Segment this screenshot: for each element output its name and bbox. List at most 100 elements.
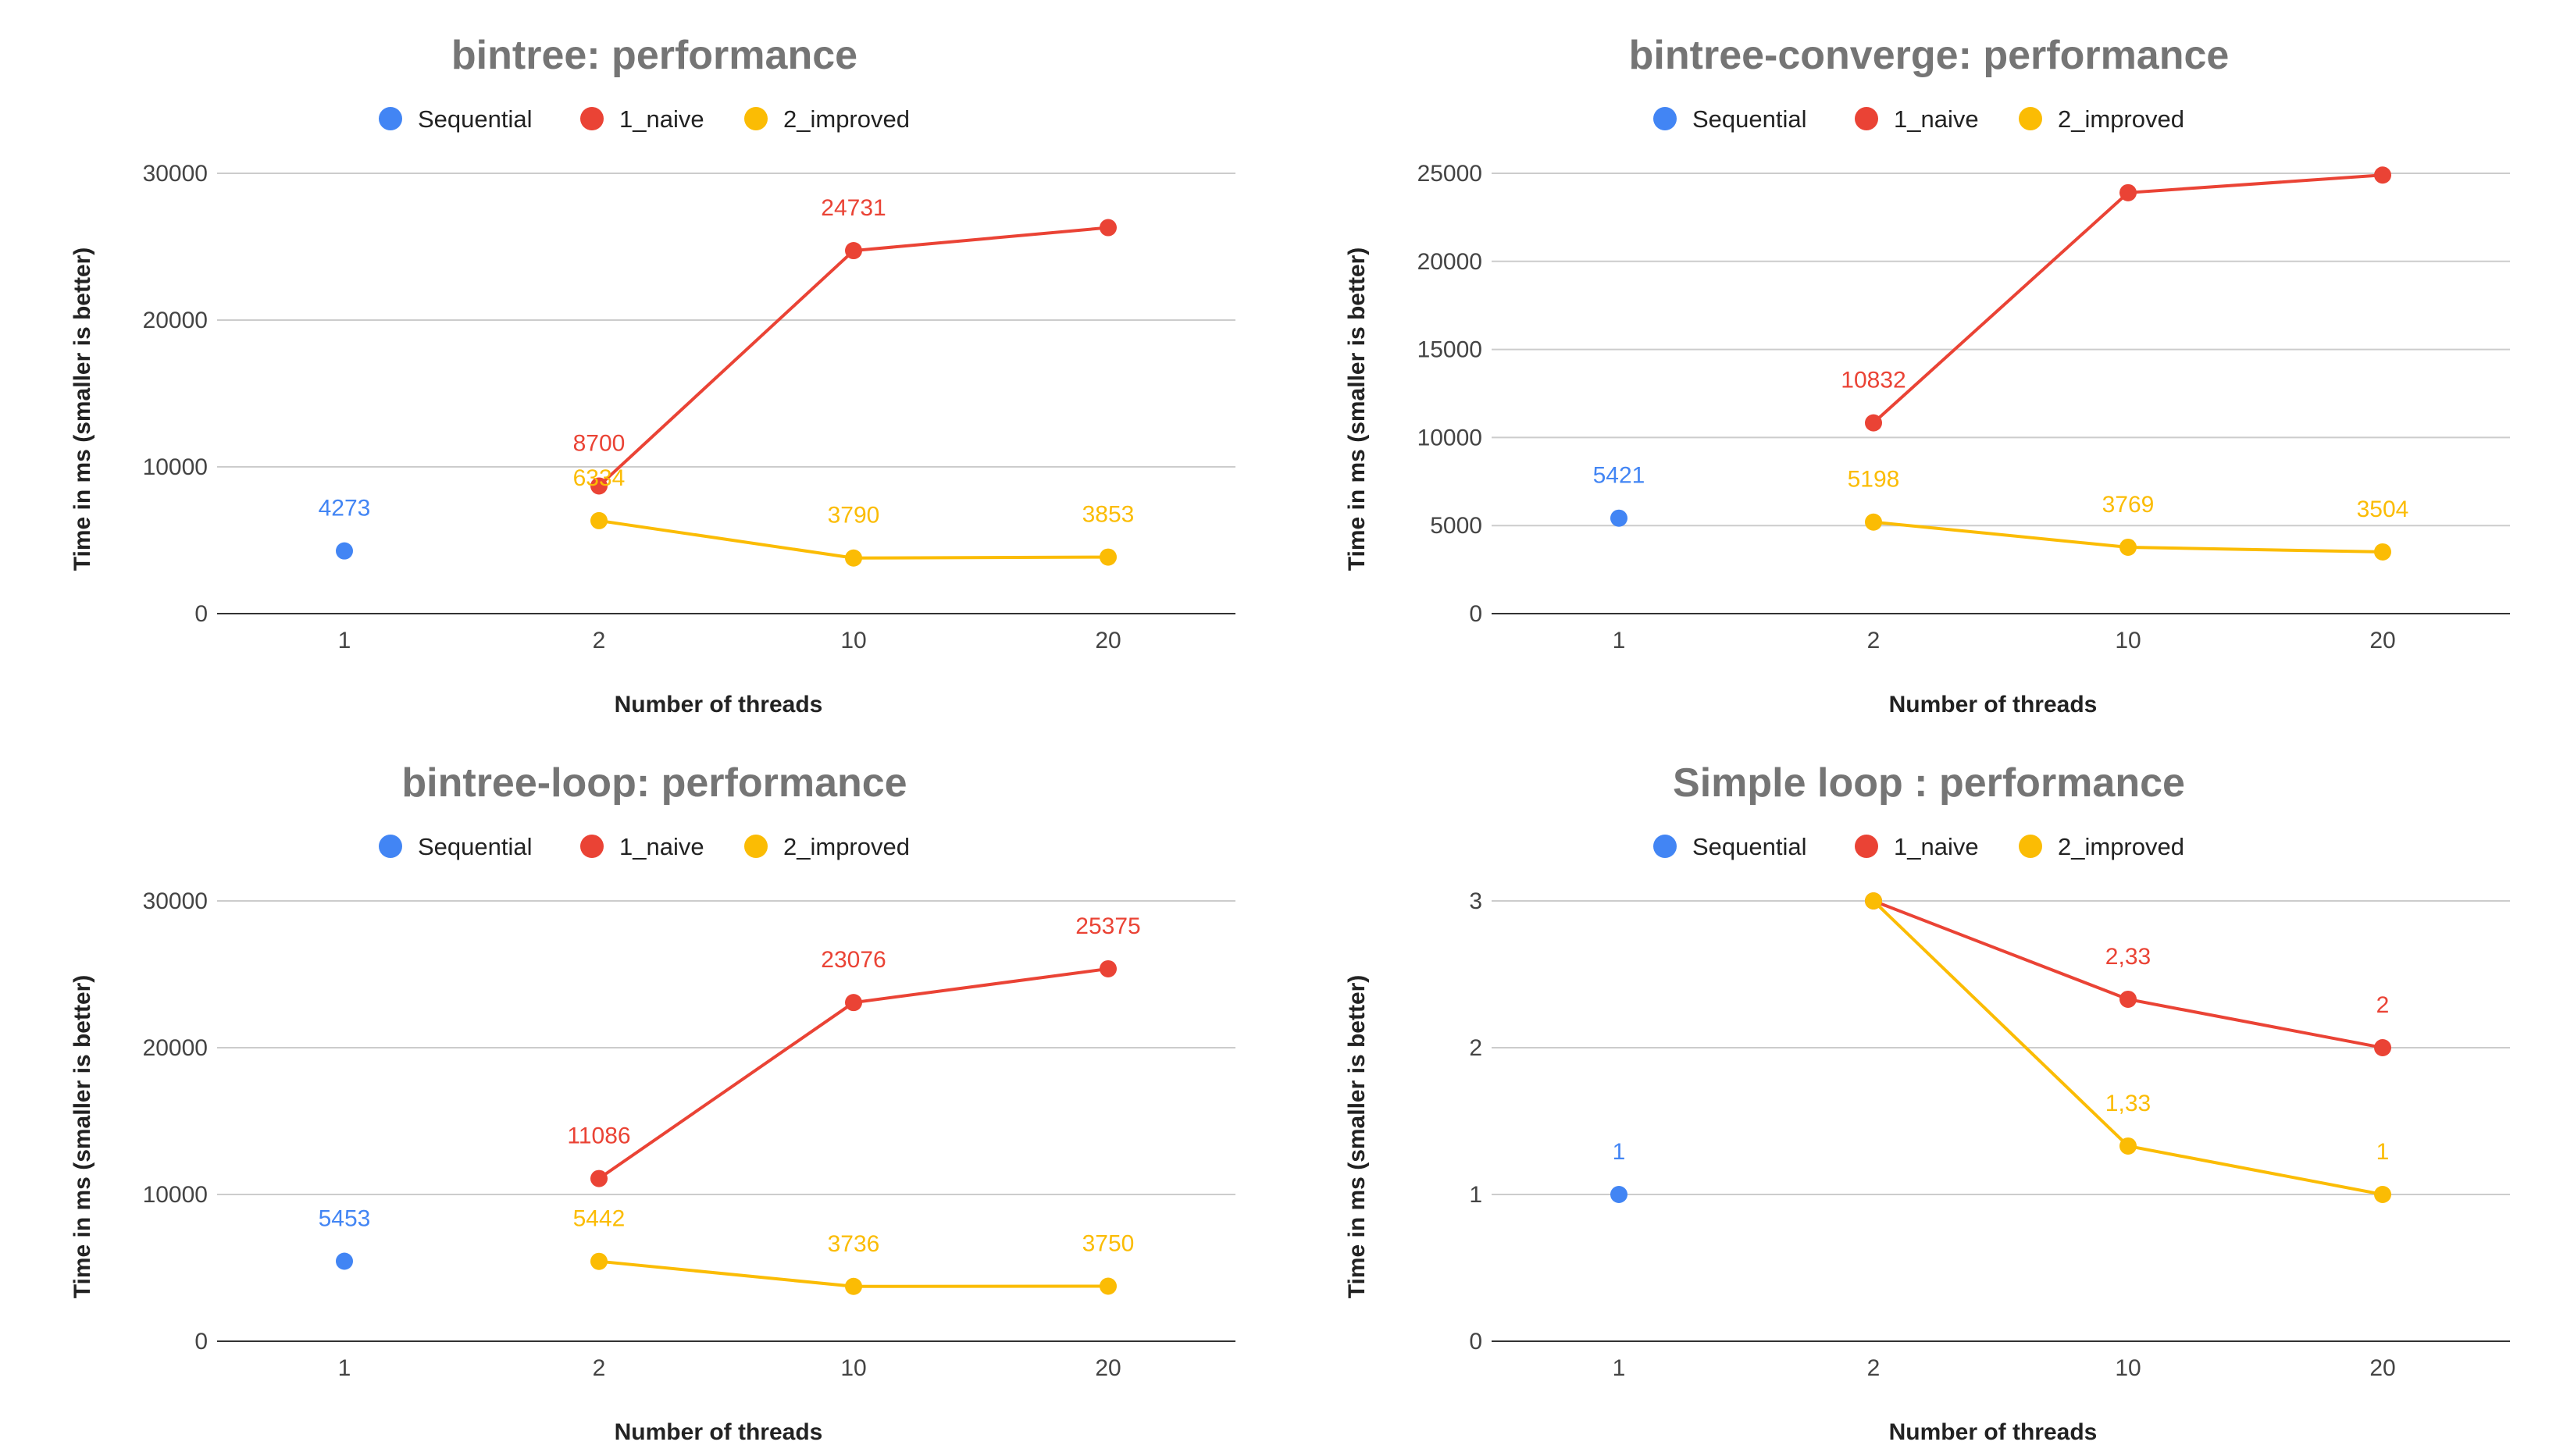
data-label: 2 bbox=[2376, 992, 2390, 1018]
y-tick-label: 20000 bbox=[143, 308, 208, 333]
y-tick-label: 10000 bbox=[143, 1182, 208, 1208]
data-point-2-improved bbox=[590, 511, 608, 529]
legend-marker-sequential bbox=[379, 835, 402, 858]
data-point-1-naive bbox=[2119, 183, 2137, 201]
chart-title: bintree-loop: performance bbox=[401, 760, 907, 806]
x-tick-label: 1 bbox=[1613, 628, 1626, 653]
y-tick-label: 30000 bbox=[143, 888, 208, 914]
data-point-2-improved bbox=[1100, 1277, 1117, 1295]
legend-marker-1-naive bbox=[580, 835, 604, 858]
y-axis-title: Time in ms (smaller is better) bbox=[70, 247, 95, 571]
data-point-1-naive bbox=[1100, 959, 1117, 977]
x-tick-label: 1 bbox=[1613, 1355, 1626, 1381]
data-label: 10832 bbox=[1841, 368, 1906, 393]
legend-marker-2-improved bbox=[2019, 835, 2042, 858]
data-label: 3504 bbox=[2357, 497, 2409, 522]
data-label: 11086 bbox=[567, 1123, 630, 1149]
series-line-1-naive bbox=[597, 226, 1109, 487]
data-point-1-naive bbox=[2374, 166, 2391, 184]
chart-bintree-loop: bintree-loop: performance Sequential 1_nai… bbox=[0, 728, 1274, 1455]
legend-marker-2-improved bbox=[744, 107, 768, 130]
legend-marker-1-naive bbox=[580, 107, 604, 130]
data-label: 1 bbox=[1613, 1139, 1626, 1165]
data-label: 25375 bbox=[1075, 913, 1140, 939]
legend-label: Sequential bbox=[418, 105, 533, 133]
legend-label: 1_naive bbox=[1894, 105, 1979, 133]
data-point-1-naive bbox=[845, 242, 862, 260]
y-tick-label: 3 bbox=[1469, 888, 1482, 914]
legend-marker-1-naive bbox=[1855, 835, 1878, 858]
x-axis-title: Number of threads bbox=[1889, 1419, 2098, 1445]
data-label: 3736 bbox=[828, 1231, 880, 1257]
data-point-2-improved bbox=[1100, 548, 1117, 566]
y-tick-label: 0 bbox=[1469, 601, 1482, 627]
y-tick-label: 20000 bbox=[1417, 249, 1482, 275]
x-tick-label: 1 bbox=[338, 1355, 351, 1381]
legend-label: 2_improved bbox=[783, 833, 910, 860]
legend-label: 2_improved bbox=[783, 105, 910, 133]
data-point-2-improved bbox=[2119, 538, 2137, 556]
data-label: 3769 bbox=[2102, 492, 2155, 518]
data-point-sequential bbox=[336, 542, 353, 560]
y-tick-label: 0 bbox=[1469, 1329, 1482, 1355]
x-tick-label: 2 bbox=[1867, 628, 1881, 653]
data-label: 5453 bbox=[319, 1205, 371, 1231]
data-point-1-naive bbox=[2374, 1039, 2391, 1056]
data-label: 5198 bbox=[1848, 467, 1900, 493]
chart-bintree-converge: bintree-converge: performance Sequential 1… bbox=[1274, 0, 2549, 728]
x-axis-title: Number of threads bbox=[1889, 692, 2098, 717]
data-label: 5421 bbox=[1593, 463, 1645, 489]
y-axis-title: Time in ms (smaller is better) bbox=[1344, 975, 1370, 1299]
y-tick-label: 10000 bbox=[143, 454, 208, 480]
x-tick-label: 2 bbox=[593, 1355, 606, 1381]
legend-label: Sequential bbox=[1692, 105, 1807, 133]
legend-label: 1_naive bbox=[1894, 833, 1979, 860]
chart-svg: bintree-loop: performance Sequential 1_nai… bbox=[70, 760, 1235, 1445]
data-point-1-naive bbox=[845, 994, 862, 1012]
data-point-2-improved bbox=[590, 1252, 608, 1270]
data-point-2-improved bbox=[2119, 1137, 2137, 1155]
legend-label: 2_improved bbox=[2058, 105, 2184, 133]
data-point-2-improved bbox=[845, 549, 862, 567]
data-label: 3750 bbox=[1082, 1231, 1135, 1257]
data-label: 2,33 bbox=[2105, 944, 2151, 970]
y-tick-label: 0 bbox=[194, 601, 208, 627]
legend-marker-sequential bbox=[1653, 835, 1677, 858]
series-line-1-naive bbox=[1872, 173, 2383, 425]
y-tick-label: 15000 bbox=[1417, 337, 1482, 363]
data-label: 23076 bbox=[821, 947, 886, 973]
y-tick-label: 0 bbox=[194, 1329, 208, 1355]
data-label: 1,33 bbox=[2105, 1091, 2151, 1116]
x-tick-label: 20 bbox=[1095, 628, 1121, 653]
data-point-2-improved bbox=[1865, 513, 1882, 531]
data-point-sequential bbox=[336, 1252, 353, 1270]
chart-simple-loop: Simple loop : performance Sequential 1_nai… bbox=[1274, 728, 2549, 1455]
data-label: 6334 bbox=[573, 465, 626, 491]
chart-title: bintree-converge: performance bbox=[1629, 33, 2230, 78]
data-label: 4273 bbox=[319, 496, 371, 522]
data-point-2-improved bbox=[2374, 543, 2391, 561]
data-point-2-improved bbox=[2374, 1186, 2391, 1203]
x-tick-label: 10 bbox=[2115, 1355, 2141, 1381]
data-label: 3853 bbox=[1082, 502, 1135, 528]
y-axis-title: Time in ms (smaller is better) bbox=[70, 975, 95, 1299]
legend-label: 1_naive bbox=[619, 833, 704, 860]
chart-title: bintree: performance bbox=[451, 33, 857, 78]
legend-label: Sequential bbox=[418, 833, 533, 860]
x-tick-label: 2 bbox=[593, 628, 606, 653]
y-tick-label: 1 bbox=[1469, 1182, 1482, 1208]
y-tick-label: 5000 bbox=[1430, 513, 1482, 539]
x-tick-label: 10 bbox=[840, 1355, 866, 1381]
data-point-2-improved bbox=[1865, 892, 1882, 910]
x-axis-title: Number of threads bbox=[615, 692, 823, 717]
legend-marker-1-naive bbox=[1855, 107, 1878, 130]
data-point-1-naive bbox=[590, 477, 608, 495]
data-label: 1 bbox=[2376, 1139, 2390, 1165]
data-point-1-naive bbox=[590, 1169, 608, 1187]
x-tick-label: 2 bbox=[1867, 1355, 1881, 1381]
legend-marker-sequential bbox=[1653, 107, 1677, 130]
legend-marker-2-improved bbox=[744, 835, 768, 858]
chart-svg: bintree: performance Sequential 1_naive 2_i… bbox=[70, 33, 1235, 717]
y-tick-label: 20000 bbox=[143, 1035, 208, 1061]
chart-svg: bintree-converge: performance Sequential 1… bbox=[1344, 33, 2510, 717]
